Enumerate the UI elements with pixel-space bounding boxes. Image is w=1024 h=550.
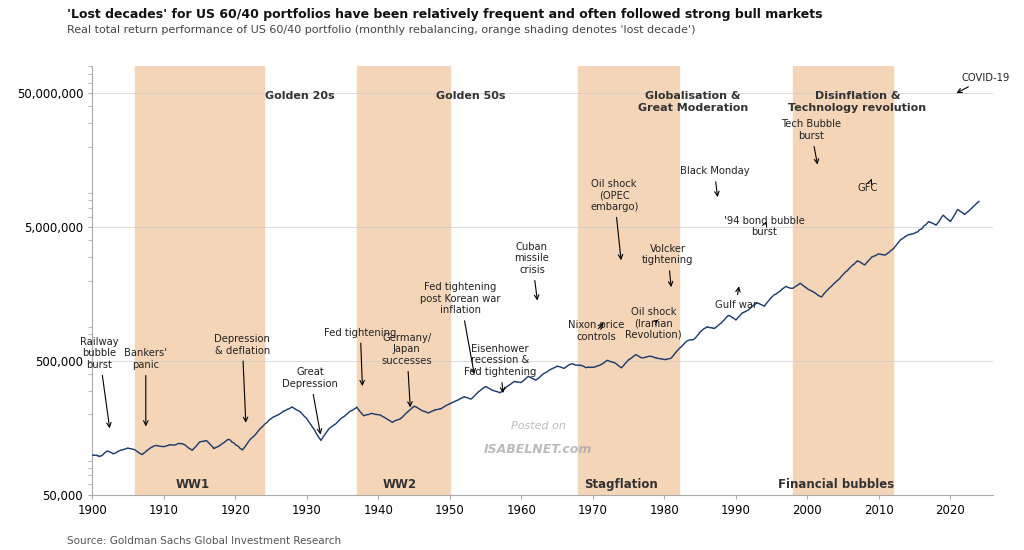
- Text: Fed tightening
post Korean war
inflation: Fed tightening post Korean war inflation: [420, 282, 501, 373]
- Text: Nixon price
controls: Nixon price controls: [568, 320, 625, 342]
- Text: Source: Goldman Sachs Global Investment Research: Source: Goldman Sachs Global Investment …: [67, 536, 341, 546]
- Text: Tech Bubble
burst: Tech Bubble burst: [781, 119, 841, 163]
- Text: Golden 50s: Golden 50s: [436, 91, 506, 101]
- Text: Oil shock
(Iranian
Revolution): Oil shock (Iranian Revolution): [626, 307, 682, 340]
- Text: Financial bubbles: Financial bubbles: [778, 477, 894, 491]
- Text: Globalisation &
Great Moderation: Globalisation & Great Moderation: [638, 91, 748, 113]
- Text: Cuban
missile
crisis: Cuban missile crisis: [514, 242, 550, 299]
- Bar: [793, 66, 893, 495]
- Text: Posted on: Posted on: [511, 421, 565, 431]
- Bar: [135, 66, 264, 495]
- Text: Fed tightening: Fed tightening: [325, 328, 396, 385]
- Text: ISABELNET.com: ISABELNET.com: [484, 443, 593, 456]
- Text: Gulf war: Gulf war: [715, 288, 757, 310]
- Text: Oil shock
(OPEC
embargo): Oil shock (OPEC embargo): [590, 179, 638, 259]
- Text: COVID-19: COVID-19: [957, 73, 1010, 92]
- Bar: [579, 66, 679, 495]
- Text: Bankers'
panic: Bankers' panic: [124, 348, 167, 425]
- Text: '94 bond bubble
burst: '94 bond bubble burst: [724, 216, 805, 238]
- Text: 'Lost decades' for US 60/40 portfolios have been relatively frequent and often f: 'Lost decades' for US 60/40 portfolios h…: [67, 8, 822, 21]
- Text: GFC: GFC: [858, 180, 879, 193]
- Text: Black Monday: Black Monday: [680, 166, 750, 196]
- Text: Germany/
Japan
successes: Germany/ Japan successes: [382, 333, 432, 406]
- Text: Real total return performance of US 60/40 portfolio (monthly rebalancing, orange: Real total return performance of US 60/4…: [67, 25, 695, 35]
- Text: Railway
bubble
burst: Railway bubble burst: [80, 337, 119, 427]
- Text: WW2: WW2: [383, 477, 417, 491]
- Bar: [356, 66, 450, 495]
- Text: Eisenhower
recession &
Fed tightening: Eisenhower recession & Fed tightening: [464, 344, 536, 392]
- Text: Disinflation &
Technology revolution: Disinflation & Technology revolution: [788, 91, 927, 113]
- Text: Volcker
tightening: Volcker tightening: [642, 244, 693, 286]
- Text: Great
Depression: Great Depression: [283, 367, 338, 433]
- Text: Depression
& deflation: Depression & deflation: [214, 334, 270, 421]
- Text: Stagflation: Stagflation: [585, 477, 658, 491]
- Text: WW1: WW1: [175, 477, 209, 491]
- Text: Golden 20s: Golden 20s: [265, 91, 335, 101]
